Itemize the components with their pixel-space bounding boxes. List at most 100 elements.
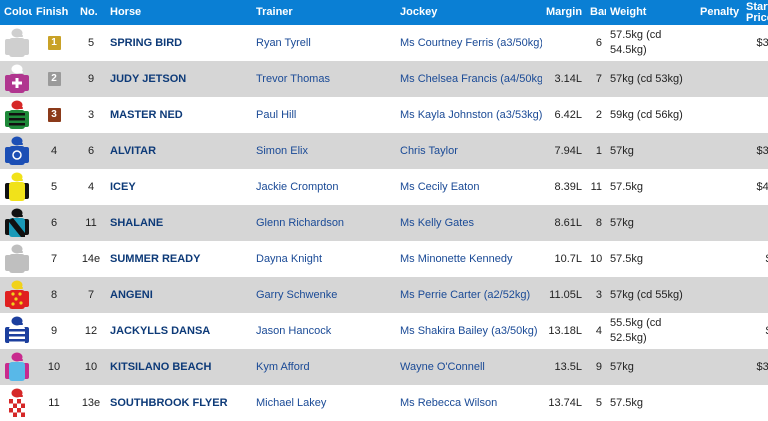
table-row: 8 7 ANGENI Garry Schwenke Ms Perrie Cart… xyxy=(0,277,768,313)
horse-name-link[interactable]: MASTER NED xyxy=(110,109,183,121)
starting-price-cell: $9 xyxy=(742,385,768,421)
table-row: 3 3 MASTER NED Paul Hill Ms Kayla Johnst… xyxy=(0,97,768,133)
penalty-cell xyxy=(696,169,742,205)
silk-cell xyxy=(0,97,32,133)
horse-name-link[interactable]: SPRING BIRD xyxy=(110,37,183,49)
trainer-link[interactable]: Dayna Knight xyxy=(256,253,323,265)
penalty-cell xyxy=(696,61,742,97)
table-row: 2 9 JUDY JETSON Trevor Thomas Ms Chelsea… xyxy=(0,61,768,97)
silk-cell xyxy=(0,169,32,205)
col-header-price-line1: Starting xyxy=(746,0,768,13)
finish-cell: 11 xyxy=(32,385,76,421)
jockey-link[interactable]: Ms Perrie Carter (a2/52kg) xyxy=(400,289,531,301)
finish-position: 2 xyxy=(47,72,61,86)
trainer-link[interactable]: Michael Lakey xyxy=(256,397,327,409)
number-cell: 4 xyxy=(87,181,95,193)
weight-cell: 57.5kg xyxy=(610,396,644,409)
trainer-link[interactable]: Simon Elix xyxy=(256,145,308,157)
jockey-link[interactable]: Ms Shakira Bailey (a3/50kg) xyxy=(400,325,538,337)
barrier-cell: 9 xyxy=(595,361,602,373)
jockey-link[interactable]: Ms Kelly Gates xyxy=(400,217,474,229)
jockey-link[interactable]: Ms Rebecca Wilson xyxy=(400,397,498,409)
weight-cell: 57kg xyxy=(610,360,634,373)
weight-cell: 57.5kg xyxy=(610,180,644,193)
weight-cell: 57kg (cd 55kg) xyxy=(610,288,683,301)
margin-cell: 8.61L xyxy=(554,217,582,229)
horse-name-link[interactable]: SHALANE xyxy=(110,217,164,229)
jockey-link[interactable]: Ms Chelsea Francis (a4/50kg) xyxy=(400,73,542,85)
jockey-link[interactable]: Ms Courtney Ferris (a3/50kg) xyxy=(400,37,542,49)
col-header-price-line2: Price xyxy=(746,11,768,24)
col-header-barrier: Bar. xyxy=(590,6,606,18)
margin-cell: 10.7L xyxy=(554,253,582,265)
table-row: 11 13e SOUTHBROOK FLYER Michael Lakey Ms… xyxy=(0,385,768,421)
silk-cell xyxy=(0,205,32,241)
penalty-cell xyxy=(696,97,742,133)
number-cell: 9 xyxy=(87,73,95,85)
jockey-link[interactable]: Ms Cecily Eaton xyxy=(400,181,480,193)
silk-cell xyxy=(0,241,32,277)
horse-name-link[interactable]: KITSILANO BEACH xyxy=(110,361,212,373)
finish-cell: 9 xyxy=(32,313,76,349)
table-row: 6 11 SHALANE Glenn Richardson Ms Kelly G… xyxy=(0,205,768,241)
weight-cell: 57kg xyxy=(610,216,634,229)
table-row: 1 5 SPRING BIRD Ryan Tyrell Ms Courtney … xyxy=(0,25,768,61)
finish-cell: 6 xyxy=(32,205,76,241)
finish-position: 9 xyxy=(50,325,58,337)
barrier-cell: 5 xyxy=(595,397,602,409)
trainer-link[interactable]: Jackie Crompton xyxy=(256,181,339,193)
trainer-link[interactable]: Glenn Richardson xyxy=(256,217,345,229)
starting-price-cell: $3.40 xyxy=(756,145,768,157)
finish-position: 5 xyxy=(50,181,58,193)
jockey-link[interactable]: Chris Taylor xyxy=(400,145,458,157)
finish-cell: 5 xyxy=(32,169,76,205)
penalty-cell xyxy=(696,349,742,385)
number-cell: 6 xyxy=(87,145,95,157)
jockey-link[interactable]: Ms Kayla Johnston (a3/53kg) xyxy=(400,109,542,121)
finish-cell: 8 xyxy=(32,277,76,313)
trainer-link[interactable]: Ryan Tyrell xyxy=(256,37,311,49)
finish-cell: 3 xyxy=(32,97,76,133)
trainer-link[interactable]: Jason Hancock xyxy=(256,325,332,337)
jockey-silk-icon xyxy=(5,316,29,345)
horse-name-link[interactable]: JUDY JETSON xyxy=(110,73,187,85)
margin-cell: 8.39L xyxy=(554,181,582,193)
finish-position: 4 xyxy=(50,145,58,157)
jockey-silk-icon xyxy=(5,244,29,273)
starting-price-cell: $3.80 xyxy=(756,37,768,49)
trainer-link[interactable]: Trevor Thomas xyxy=(256,73,330,85)
number-cell: 12 xyxy=(84,325,98,337)
horse-name-link[interactable]: SOUTHBROOK FLYER xyxy=(110,397,228,409)
table-row: 10 10 KITSILANO BEACH Kym Afford Wayne O… xyxy=(0,349,768,385)
col-header-trainer: Trainer xyxy=(256,6,293,18)
barrier-cell: 2 xyxy=(595,109,602,121)
finish-cell: 7 xyxy=(32,241,76,277)
finish-cell: 1 xyxy=(32,25,76,61)
jockey-link[interactable]: Wayne O'Connell xyxy=(400,361,485,373)
penalty-cell xyxy=(696,313,742,349)
col-header-horse: Horse xyxy=(110,6,142,18)
jockey-silk-icon xyxy=(5,280,29,309)
barrier-cell: 11 xyxy=(590,181,602,193)
horse-name-link[interactable]: ALVITAR xyxy=(110,145,157,157)
horse-name-link[interactable]: JACKYLLS DANSA xyxy=(110,325,211,337)
finish-cell: 2 xyxy=(32,61,76,97)
barrier-cell: 10 xyxy=(590,253,603,265)
jockey-silk-icon xyxy=(5,100,29,129)
col-header-penalty: Penalty xyxy=(700,6,740,18)
trainer-link[interactable]: Paul Hill xyxy=(256,109,297,121)
weight-cell: 57.5kg xyxy=(610,252,644,265)
barrier-cell: 8 xyxy=(595,217,602,229)
number-cell: 7 xyxy=(87,289,95,301)
jockey-link[interactable]: Ms Minonette Kennedy xyxy=(400,253,513,265)
trainer-link[interactable]: Kym Afford xyxy=(256,361,310,373)
jockey-silk-icon xyxy=(5,172,29,201)
starting-price-cell: $3.40 xyxy=(756,361,768,373)
horse-name-link[interactable]: ANGENI xyxy=(110,289,153,301)
trainer-link[interactable]: Garry Schwenke xyxy=(256,289,338,301)
finish-position: 6 xyxy=(50,217,58,229)
horse-name-link[interactable]: ICEY xyxy=(110,181,136,193)
weight-cell: 57.5kg (cd 54.5kg) xyxy=(610,29,662,56)
margin-cell: 11.05L xyxy=(549,289,582,301)
horse-name-link[interactable]: SUMMER READY xyxy=(110,253,201,265)
